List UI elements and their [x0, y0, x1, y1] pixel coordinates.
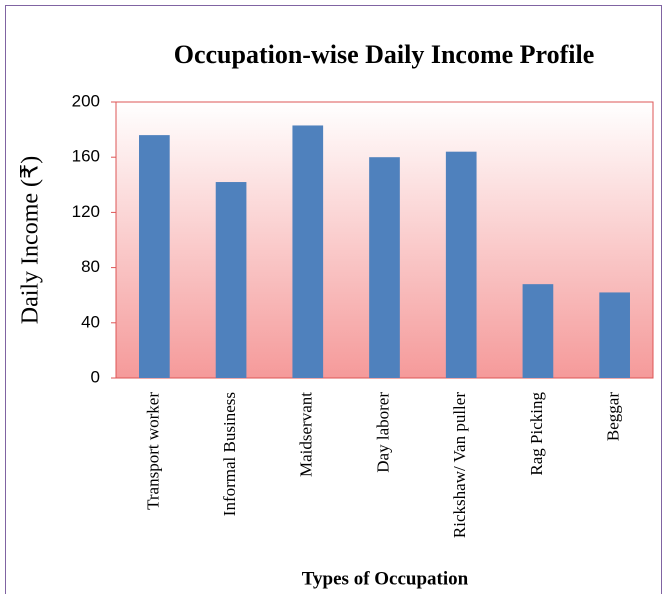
y-tick-label: 200: [72, 91, 100, 110]
x-axis-title: Types of Occupation: [302, 568, 469, 589]
x-tick-label: Maidservant: [297, 392, 316, 477]
bar: [215, 182, 247, 378]
y-tick-label: 0: [91, 367, 100, 386]
bar: [369, 157, 400, 378]
bar: [522, 284, 554, 378]
bar: [445, 151, 477, 378]
bar: [292, 125, 324, 379]
x-tick-label: Rag Picking: [527, 392, 546, 476]
y-tick-label: 160: [72, 147, 100, 166]
x-tick-label: Informal Business: [220, 392, 239, 516]
x-tick-label: Day laborer: [373, 392, 392, 473]
bar: [599, 292, 630, 378]
x-tick-label: Transport worker: [143, 392, 162, 510]
x-tick-label: Beggar: [604, 392, 623, 441]
y-tick-label: 80: [81, 257, 100, 276]
y-axis-title: Daily Income (₹): [18, 156, 44, 325]
bar: [139, 135, 170, 378]
y-tick-label: 40: [81, 312, 100, 331]
x-tick-label: Rickshaw/ Van puller: [450, 392, 469, 538]
y-tick-label: 120: [72, 202, 100, 221]
chart-title: Occupation-wise Daily Income Profile: [174, 40, 595, 69]
